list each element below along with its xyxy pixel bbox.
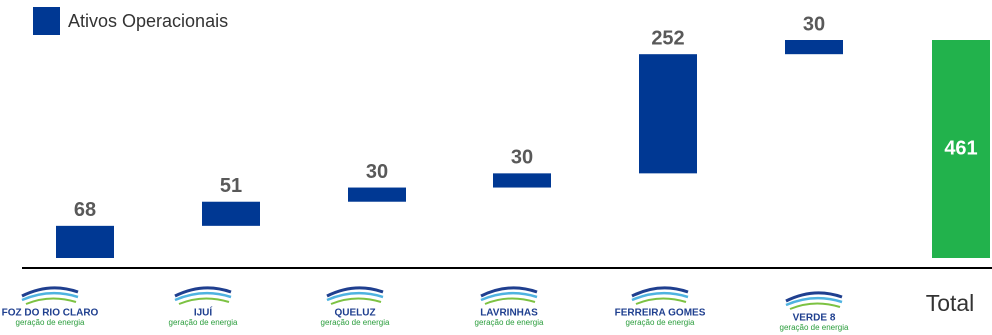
category-sublabel: geração de energia — [475, 318, 544, 327]
value-label: 30 — [511, 147, 533, 169]
logo-swoosh — [785, 291, 843, 303]
category-label: IJUÍ — [194, 306, 213, 319]
legend-swatch — [33, 7, 60, 35]
logo-swoosh — [178, 297, 230, 305]
logo-swoosh — [330, 297, 382, 305]
category-sublabel: geração de energia — [16, 318, 85, 327]
value-label: 30 — [366, 161, 388, 183]
logo-swoosh — [326, 291, 384, 302]
bar — [785, 40, 843, 55]
bar — [348, 187, 406, 202]
value-label: 51 — [220, 175, 242, 197]
category-label: LAVRINHAS — [480, 308, 538, 319]
logo-swoosh — [25, 297, 77, 305]
logo-swoosh — [174, 286, 232, 298]
bar — [493, 173, 551, 188]
logo-swoosh — [631, 286, 689, 298]
value-label: 68 — [74, 199, 96, 221]
category-label: FOZ DO RIO CLARO — [2, 308, 99, 319]
legend-label: Ativos Operacionais — [68, 11, 228, 31]
value-label: 461 — [944, 137, 977, 159]
logo-swoosh — [785, 296, 843, 307]
logo-swoosh — [326, 286, 384, 298]
bar — [202, 201, 260, 226]
category-label: Total — [926, 290, 975, 316]
category-label: FERREIRA GOMES — [615, 308, 706, 319]
total-bar — [932, 40, 990, 258]
bar — [639, 54, 697, 174]
logo-swoosh — [21, 291, 79, 302]
logo-swoosh — [21, 286, 79, 298]
logo-swoosh — [480, 291, 538, 302]
bar — [56, 225, 114, 258]
category-sublabel: geração de energia — [321, 318, 390, 327]
category-sublabel: geração de energia — [169, 318, 238, 327]
logo-swoosh — [635, 297, 687, 305]
category-label: VERDE 8 — [793, 313, 836, 324]
logo-swoosh — [480, 286, 538, 298]
category-sublabel: geração de energia — [626, 318, 695, 327]
category-sublabel: geração de energia — [780, 323, 849, 332]
category-label: QUELUZ — [334, 308, 375, 319]
logo-swoosh — [484, 297, 536, 305]
value-label: 252 — [651, 27, 684, 49]
value-label: 30 — [803, 13, 825, 35]
logo-swoosh — [789, 302, 841, 310]
logo-swoosh — [631, 291, 689, 302]
logo-swoosh — [174, 291, 232, 302]
